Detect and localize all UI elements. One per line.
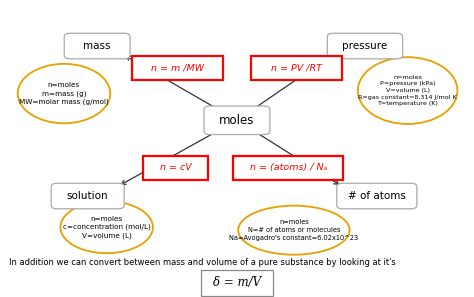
- Text: # of atoms: # of atoms: [348, 191, 406, 201]
- Text: n=moles
c=concentration (mol/L)
V=volume (L): n=moles c=concentration (mol/L) V=volume…: [63, 216, 151, 239]
- Text: In addition we can convert between mass and volume of a pure substance by lookin: In addition we can convert between mass …: [9, 258, 399, 267]
- FancyBboxPatch shape: [64, 33, 130, 59]
- Text: n=moles
N=# of atoms or molecules
Na=Avogadro's constant=6.02x10^23: n=moles N=# of atoms or molecules Na=Avo…: [229, 219, 358, 241]
- Text: n = (atoms) / Nₐ: n = (atoms) / Nₐ: [249, 163, 327, 172]
- Ellipse shape: [358, 57, 457, 124]
- Text: n = cV: n = cV: [160, 163, 191, 172]
- FancyBboxPatch shape: [143, 156, 208, 180]
- FancyBboxPatch shape: [327, 33, 402, 59]
- Text: n = PV /RT: n = PV /RT: [271, 64, 322, 73]
- Text: δ = m/V: δ = m/V: [213, 276, 261, 289]
- FancyBboxPatch shape: [201, 270, 273, 296]
- Text: moles: moles: [219, 114, 255, 127]
- Text: n=moles
P=pressure (kPa)
V=volume (L)
R=gas constant=8.314 J/mol K
T=temperature: n=moles P=pressure (kPa) V=volume (L) R=…: [358, 75, 457, 106]
- FancyBboxPatch shape: [233, 156, 343, 180]
- FancyBboxPatch shape: [132, 56, 223, 80]
- Ellipse shape: [61, 201, 153, 253]
- Text: n=moles
m=mass (g)
MW=molar mass (g/mol): n=moles m=mass (g) MW=molar mass (g/mol): [19, 82, 109, 105]
- Text: n = m /MW: n = m /MW: [151, 64, 204, 73]
- Text: pressure: pressure: [342, 41, 388, 51]
- Ellipse shape: [238, 206, 349, 255]
- FancyBboxPatch shape: [251, 56, 341, 80]
- Ellipse shape: [18, 64, 110, 123]
- FancyBboxPatch shape: [204, 106, 270, 135]
- Text: mass: mass: [83, 41, 111, 51]
- FancyBboxPatch shape: [337, 183, 417, 209]
- FancyBboxPatch shape: [51, 183, 124, 209]
- Text: solution: solution: [67, 191, 109, 201]
